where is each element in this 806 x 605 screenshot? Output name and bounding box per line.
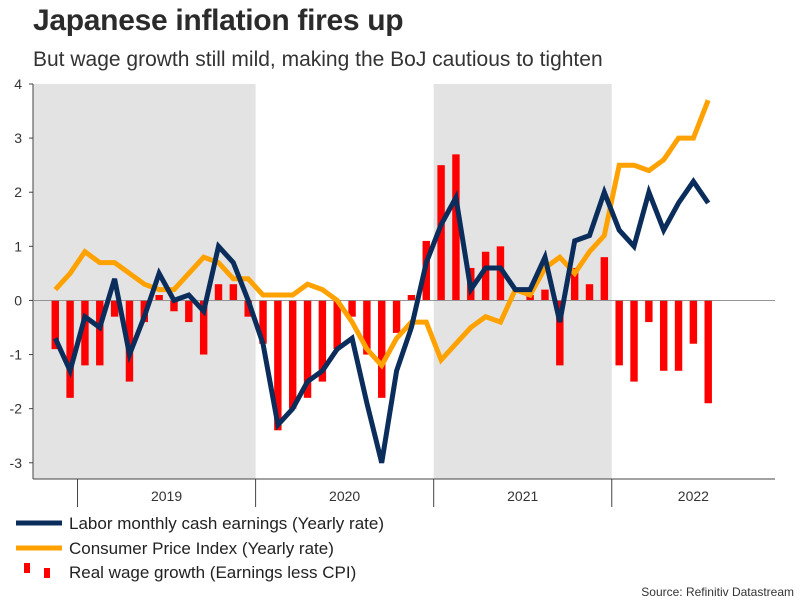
real-wage-bar — [348, 300, 356, 317]
y-tick-label: -3 — [10, 455, 23, 471]
legend-swatch — [24, 563, 30, 573]
real-wage-bar — [541, 289, 549, 301]
real-wage-bar — [170, 300, 178, 312]
real-wage-bar — [51, 300, 59, 350]
real-wage-bar — [229, 284, 238, 301]
real-wage-bar — [214, 284, 223, 301]
real-wage-bar — [185, 300, 193, 323]
real-wage-bar — [288, 300, 297, 409]
legend-item-cpi: Consumer Price Index (Yearly rate) — [16, 539, 334, 558]
real-wage-bar — [689, 300, 698, 344]
real-wage-bar — [318, 300, 327, 382]
legend-label: Real wage growth (Earnings less CPI) — [69, 563, 356, 582]
real-wage-bar — [199, 300, 208, 355]
real-wage-bar — [274, 300, 282, 431]
y-tick-label: 0 — [14, 292, 22, 308]
real-wage-bar — [155, 295, 163, 301]
real-wage-bar — [125, 300, 134, 382]
y-tick-label: 3 — [14, 130, 22, 146]
x-tick-label: 2019 — [151, 488, 182, 504]
real-wage-bar — [645, 300, 653, 323]
series-lines — [53, 99, 711, 464]
y-tick-label: -1 — [10, 347, 23, 363]
shaded-band-1 — [433, 84, 612, 479]
real-wage-bar — [96, 300, 104, 366]
legend-label: Labor monthly cash earnings (Yearly rate… — [69, 514, 384, 533]
real-wage-bar — [674, 300, 683, 371]
real-wage-bar — [556, 300, 564, 366]
earnings-line — [53, 176, 711, 464]
source-note: Source: Refinitiv Datastream — [641, 585, 794, 599]
y-tick-label: 1 — [14, 238, 22, 254]
real-wage-bar — [452, 154, 460, 301]
x-tick-label: 2020 — [329, 488, 360, 504]
real-wage-bar — [570, 267, 579, 301]
real-wage-bar — [526, 295, 534, 301]
legend-item-earnings: Labor monthly cash earnings (Yearly rate… — [16, 514, 384, 533]
real-wage-bar — [585, 284, 594, 301]
cpi-line — [53, 99, 711, 370]
real-wage-bar — [392, 300, 401, 333]
real-wage-bar — [363, 300, 371, 355]
y-tick-label: 2 — [14, 184, 22, 200]
real-wage-bar — [81, 300, 89, 366]
real-wage-bar — [110, 300, 119, 317]
real-wage-bar — [378, 300, 386, 398]
real-wage-bar — [600, 257, 609, 301]
real-wage-bar — [630, 300, 638, 382]
chart-subtitle: But wage growth still mild, making the B… — [33, 48, 603, 71]
real-wage-bars — [51, 154, 712, 431]
x-tick-label: 2021 — [507, 488, 538, 504]
real-wage-bar — [303, 300, 312, 398]
real-wage-bar — [704, 300, 712, 404]
legend-swatch — [44, 568, 50, 578]
legend: Labor monthly cash earnings (Yearly rate… — [16, 514, 384, 582]
real-wage-bar — [407, 295, 416, 301]
real-wage-bar — [496, 246, 505, 301]
legend-label: Consumer Price Index (Yearly rate) — [69, 539, 334, 558]
real-wage-bar — [615, 300, 623, 366]
y-tick-label: -2 — [10, 401, 23, 417]
x-tick-label: 2022 — [678, 488, 709, 504]
y-tick-label: 4 — [14, 76, 22, 92]
real-wage-bar — [66, 300, 74, 398]
real-wage-bar — [481, 251, 490, 301]
real-wage-bar — [244, 300, 252, 317]
real-wage-bar — [333, 300, 341, 350]
real-wage-bar — [259, 300, 267, 344]
shaded-bands — [33, 84, 612, 479]
real-wage-bar — [437, 165, 445, 301]
axes: 4 3 2 1 0 -1 -2 -3 2019 2020 2021 2022 — [10, 76, 775, 507]
legend-item-real-wage: Real wage growth (Earnings less CPI) — [24, 563, 356, 582]
real-wage-bar — [659, 300, 668, 371]
chart-title: Japanese inflation fires up — [33, 4, 404, 37]
